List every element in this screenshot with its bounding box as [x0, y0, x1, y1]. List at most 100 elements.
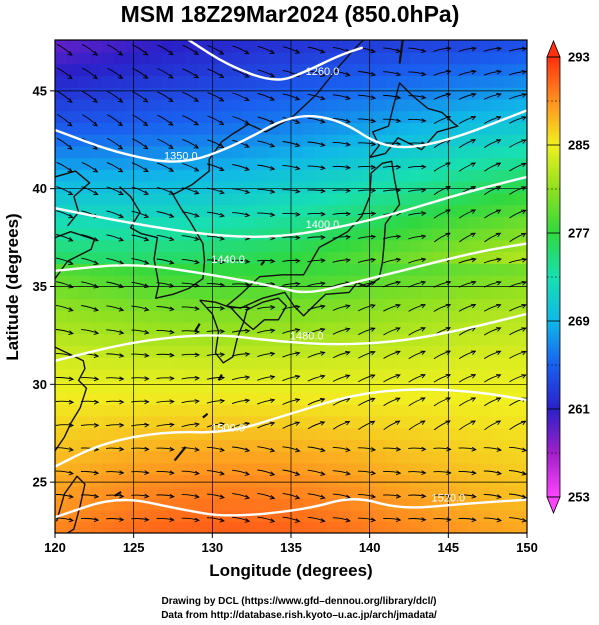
heatmap-cell: [184, 122, 198, 135]
heatmap-cell: [255, 497, 269, 511]
heatmap-cell: [468, 40, 481, 53]
heatmap-cell: [479, 133, 493, 147]
heatmap-cell: [90, 192, 103, 206]
heatmap-cell: [409, 439, 422, 452]
heatmap-cell: [232, 263, 245, 276]
streamline-arrowhead: [495, 327, 502, 332]
streamline-arrowhead: [194, 329, 201, 335]
streamline: [56, 43, 73, 56]
streamline: [383, 350, 401, 359]
heatmap-cell: [208, 239, 221, 253]
heatmap-cell: [338, 98, 351, 112]
heatmap-cell: [361, 110, 375, 123]
streamline: [459, 232, 476, 243]
streamline-arrowhead: [345, 95, 351, 101]
streamline-arrowhead: [294, 471, 301, 476]
heatmap-cell: [149, 110, 162, 123]
heatmap-cell: [326, 415, 339, 429]
height-contour: [55, 388, 527, 468]
heatmap-cell: [409, 286, 422, 300]
heatmap-cell: [125, 51, 139, 65]
heatmap-cell: [373, 368, 387, 382]
heatmap-cell: [361, 157, 375, 170]
heatmap-cell: [173, 368, 186, 382]
streamline-arrowhead: [269, 72, 276, 78]
heatmap-cell: [220, 450, 233, 464]
colorbar-tick-label: 253: [568, 490, 590, 505]
heatmap-cell: [255, 521, 269, 533]
streamline-arrowhead: [369, 420, 376, 426]
streamline-arrowhead: [168, 50, 174, 56]
streamline-arrowhead: [495, 162, 502, 167]
heatmap-cell: [267, 403, 280, 417]
heatmap-cell: [350, 286, 363, 300]
heatmap-cell: [55, 450, 68, 464]
heatmap-cell: [361, 474, 375, 487]
streamline-arrowhead: [421, 493, 427, 499]
heatmap-cell: [90, 274, 103, 288]
heatmap-cell: [456, 157, 469, 170]
streamline: [357, 189, 376, 192]
streamline-arrowhead: [496, 257, 502, 263]
streamline: [56, 90, 73, 103]
streamline-arrowhead: [370, 470, 377, 476]
heatmap-cell: [350, 309, 363, 323]
heatmap-cell: [432, 439, 446, 452]
heatmap-cell: [373, 98, 387, 112]
streamline-arrowhead: [320, 211, 326, 217]
heatmap-cell: [184, 345, 198, 358]
streamline-arrowhead: [169, 399, 175, 404]
heatmap-cell: [409, 462, 422, 476]
heatmap-cell: [444, 356, 457, 370]
heatmap-cell: [456, 263, 469, 276]
streamline-arrowhead: [295, 212, 301, 217]
heatmap-cell: [66, 380, 80, 393]
streamline-arrowhead: [446, 493, 452, 499]
heatmap-cell: [149, 86, 162, 100]
streamline: [357, 94, 376, 99]
heatmap-cell: [208, 110, 221, 123]
heatmap-cell: [125, 86, 139, 100]
heatmap-cell: [326, 63, 339, 77]
heatmap-cell: [515, 474, 527, 487]
heatmap-cell: [220, 309, 233, 323]
heatmap-cell: [114, 75, 127, 88]
heatmap-cell: [78, 122, 92, 135]
streamline-arrowhead: [93, 330, 100, 335]
heatmap-cell: [515, 509, 527, 523]
streamline-arrowhead: [143, 283, 150, 289]
streamline-arrowhead: [144, 306, 150, 312]
heatmap-cell: [196, 216, 210, 229]
streamline: [332, 351, 350, 359]
heatmap-cell: [90, 286, 103, 300]
heatmap-cell: [255, 63, 269, 77]
streamline: [383, 118, 401, 122]
heatmap-cell: [184, 63, 198, 77]
streamline-arrowhead: [219, 352, 226, 357]
streamline: [81, 114, 98, 127]
heatmap-cell: [114, 368, 127, 382]
heatmap-cell: [479, 427, 493, 440]
streamline-arrowhead: [471, 46, 477, 52]
coastline-segment: [202, 412, 209, 419]
heatmap-cell: [291, 345, 304, 358]
streamline-arrowhead: [370, 374, 376, 379]
streamline: [106, 400, 124, 403]
heatmap-cell: [409, 309, 422, 323]
heatmap-cell: [326, 356, 339, 370]
heatmap-cell: [114, 521, 127, 533]
heatmap-cell: [432, 239, 446, 253]
heatmap-cell: [208, 40, 221, 53]
heatmap-cell: [291, 356, 304, 370]
heatmap-cell: [350, 133, 363, 147]
streamline: [156, 353, 174, 356]
heatmap-cell: [137, 86, 151, 100]
heatmap-cell: [279, 157, 292, 170]
streamline: [232, 116, 250, 125]
heatmap-cell: [55, 380, 68, 393]
heatmap-cell: [515, 274, 527, 288]
streamline: [80, 470, 99, 474]
heatmap-cell: [267, 427, 280, 440]
heatmap-cell: [444, 51, 457, 65]
streamline: [156, 258, 174, 264]
